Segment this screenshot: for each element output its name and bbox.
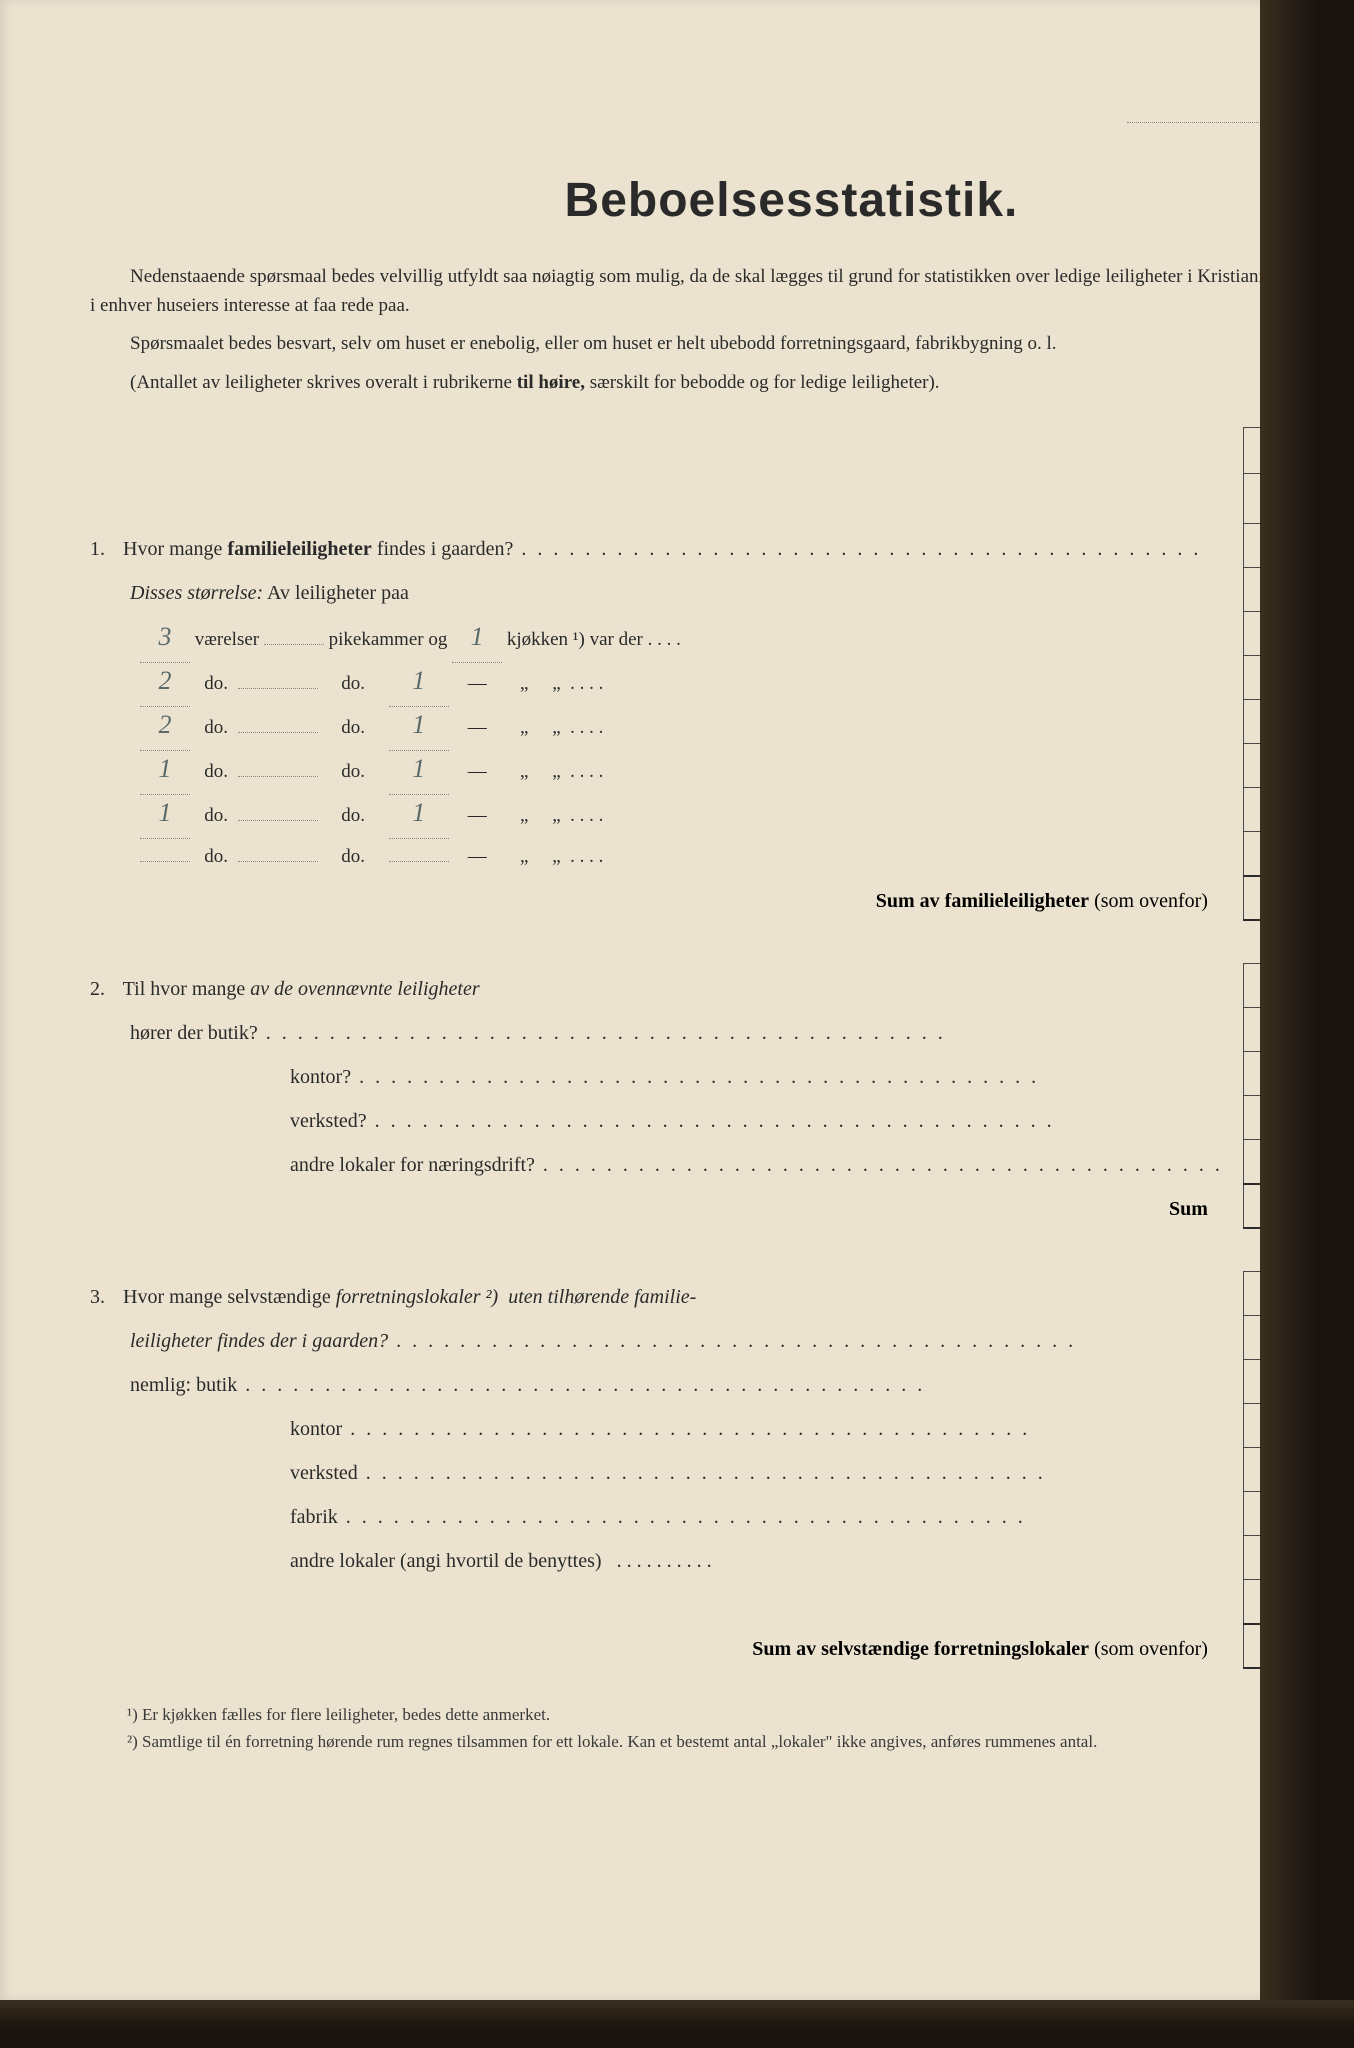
page-edge-bottom <box>0 2000 1354 2048</box>
q3-kontor: kontor <box>90 1407 1223 1451</box>
q1-size-row-2: 2 do. do. 1 — „ „ . . . . <box>90 659 1223 703</box>
footnotes: ¹) Er kjøkken fælles for flere leilighet… <box>90 1701 1354 1755</box>
q3-line1: 3. Hvor mange selvstændige forretningslo… <box>90 1275 1223 1319</box>
q3-fabrik: fabrik <box>90 1495 1223 1539</box>
q2-verksted: verksted? <box>90 1099 1223 1143</box>
q1-size-row-5: 1 do. do. 1 — „ „ . . . . <box>90 791 1223 835</box>
q3-andre: andre lokaler (angi hvortil de benyttes)… <box>90 1539 1223 1583</box>
q2-andre: andre lokaler for næringsdrift? <box>90 1143 1223 1187</box>
q2-kontor: kontor? <box>90 1055 1223 1099</box>
page: Sammendrag av personlisterne for huset n… <box>0 0 1260 2000</box>
q1-size-row-1: 3 værelser pikekammer og 1 kjøkken ¹) va… <box>90 615 1223 659</box>
q1-size-row-4: 1 do. do. 1 — „ „ . . . . <box>90 747 1223 791</box>
content-area: 1. Hvor mange familieleiligheter findes … <box>90 427 1354 1671</box>
q1-line: 1. Hvor mange familieleiligheter findes … <box>90 527 1223 571</box>
questions-column: 1. Hvor mange familieleiligheter findes … <box>90 427 1243 1671</box>
page-edge-right <box>1260 0 1354 2048</box>
header-line: Tøyene gate nr. 1 <box>90 90 1354 123</box>
q1-sizes-label: Disses størrelse: Av leiligheter paa <box>90 571 1223 615</box>
q3-butik: nemlig: butik <box>90 1363 1223 1407</box>
q1-size-row-6: do. do. — „ „ . . . . <box>90 835 1223 879</box>
q1-sum-line: Sum av familieleiligheter (som ovenfor) <box>90 879 1223 923</box>
q3-sum: Sum av selvstændige forretningslokaler (… <box>90 1627 1223 1671</box>
q2-sum: Sum <box>90 1187 1223 1231</box>
q2-line1: 2. Til hvor mange av de ovennævnte leili… <box>90 967 1223 1011</box>
intro-text: Nedenstaaende spørsmaal bedes velvillig … <box>90 263 1354 397</box>
q3-line2: leiligheter findes der i gaarden? <box>90 1319 1223 1363</box>
page-title: Beboelsesstatistik. <box>90 173 1354 228</box>
q2-butik: hører der butik? <box>90 1011 1223 1055</box>
footnote-2: ²) Samtlige til én forretning hørende ru… <box>90 1728 1354 1755</box>
footnote-1: ¹) Er kjøkken fælles for flere leilighet… <box>90 1701 1354 1728</box>
q1-size-row-3: 2 do. do. 1 — „ „ . . . . <box>90 703 1223 747</box>
q3-verksted: verksted <box>90 1451 1223 1495</box>
paper: Tøyene gate nr. 1 Beboelsesstatistik. Ne… <box>0 0 1354 2000</box>
